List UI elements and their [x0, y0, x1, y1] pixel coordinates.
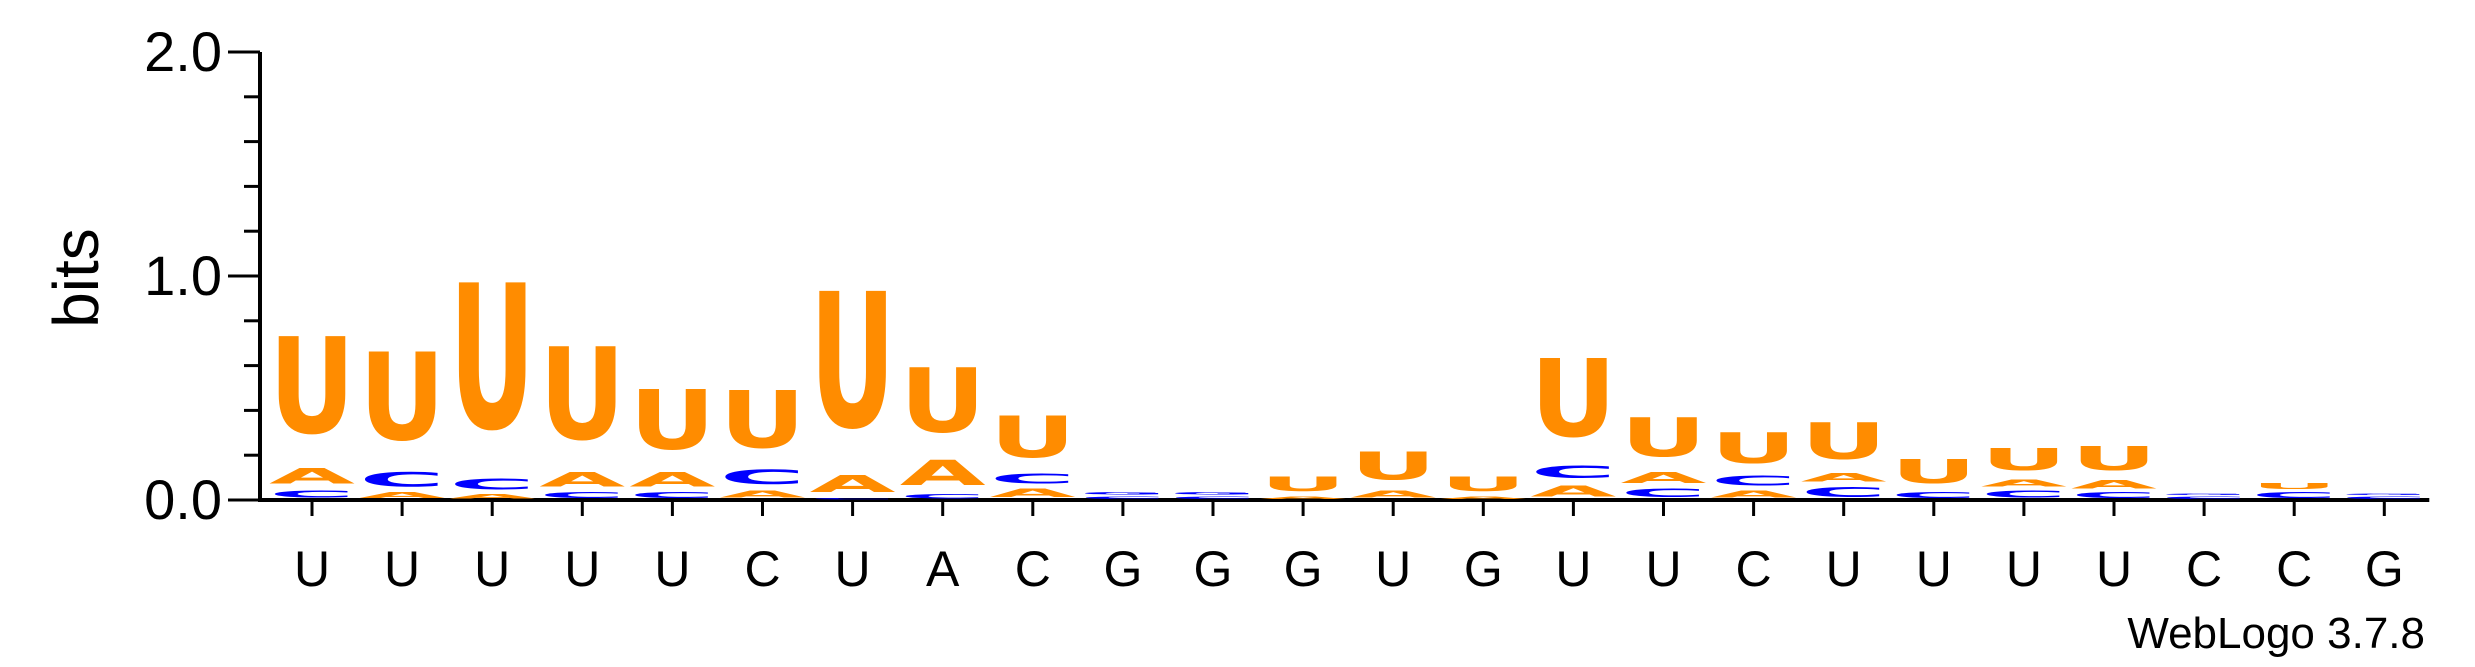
x-tick-label: G	[1103, 541, 1142, 597]
x-tick-label: G	[2365, 541, 2404, 597]
logo-glyph-C: C	[2341, 496, 2427, 500]
x-tick-label: U	[474, 541, 510, 597]
x-tick-label: U	[654, 541, 690, 597]
x-tick-label: C	[2186, 541, 2222, 597]
y-tick-label: 2.0	[144, 20, 222, 83]
x-tick-label: U	[384, 541, 420, 597]
logo-glyph-A: A	[720, 489, 806, 500]
logo-glyph-C: C	[449, 475, 535, 493]
x-tick-label: C	[1736, 541, 1772, 597]
logo-glyph-A: A	[2071, 478, 2157, 491]
logo-glyph-U: U	[990, 405, 1076, 472]
logo-glyph-C: C	[1711, 473, 1797, 489]
logo-glyph-U: U	[1981, 442, 2067, 477]
logo-glyph-A: A	[539, 469, 625, 491]
logo-glyph-A: A	[1621, 469, 1707, 487]
logo-glyph-U: U	[900, 350, 986, 452]
x-tick-label: U	[1645, 541, 1681, 597]
logo-glyph-C: C	[990, 471, 1076, 487]
x-tick-label: U	[2096, 541, 2132, 597]
logo-glyph-C: C	[269, 489, 355, 500]
logo-glyph-C: C	[1530, 462, 1616, 482]
logo-glyph-U: U	[269, 311, 355, 464]
logo-glyph-C: C	[1621, 487, 1707, 500]
logo-glyph-G: G	[2341, 493, 2427, 495]
y-tick-label: 1.0	[144, 244, 222, 307]
logo-glyph-U: U	[449, 243, 535, 475]
logo-glyph-C: C	[629, 491, 715, 500]
logo-glyph-U: U	[810, 254, 896, 470]
logo-glyph-C: C	[1170, 496, 1256, 500]
weblogo-credit: WebLogo 3.7.8	[2127, 609, 2425, 658]
logo-glyph-A: A	[1350, 489, 1436, 500]
logo-glyph-A: A	[1711, 489, 1797, 500]
logo-glyph-U: U	[1350, 444, 1436, 489]
logo-glyph-A: A	[269, 464, 355, 488]
x-tick-label: C	[2276, 541, 2312, 597]
y-tick-label: 0.0	[144, 468, 222, 531]
axes: 0.01.02.0U U U U U C U A C G G G U G U U C U U U U C C G	[144, 20, 2430, 597]
logo-glyph-U: U	[359, 328, 445, 468]
x-tick-label: G	[1194, 541, 1233, 597]
x-tick-label: U	[294, 541, 330, 597]
logo-glyph-C: C	[720, 466, 806, 488]
logo-glyph-G: G	[1170, 491, 1256, 495]
logo-glyph-A: A	[1801, 471, 1887, 484]
x-tick-label: U	[1555, 541, 1591, 597]
logo-glyph-U: U	[629, 373, 715, 468]
x-tick-label: C	[744, 541, 780, 597]
logo-glyph-C: C	[539, 491, 625, 500]
logo-glyph-U: U	[1711, 424, 1797, 473]
logo-glyph-A: A	[629, 469, 715, 491]
x-tick-label: C	[1015, 541, 1051, 597]
logo-glyph-A: A	[1440, 496, 1526, 500]
logo-glyph-C: C	[1801, 484, 1887, 500]
logo-glyph-U: U	[1621, 406, 1707, 469]
y-axis-label: bits	[40, 228, 112, 328]
logo-glyph-U: U	[2251, 482, 2337, 491]
x-tick-label: U	[1375, 541, 1411, 597]
logo-glyph-U: U	[1440, 473, 1526, 495]
logo-glyph-A: A	[810, 471, 896, 498]
logo-glyph-C: C	[1891, 491, 1977, 500]
logo-glyph-A: A	[1260, 496, 1346, 500]
logo-glyph-A: A	[1981, 478, 2067, 489]
logo-glyph-C: C	[1080, 496, 1166, 500]
logo-glyph-A: A	[449, 493, 535, 500]
logo-glyph-C: C	[2071, 491, 2157, 500]
logo-glyph-C: C	[359, 469, 445, 491]
x-tick-label: U	[2006, 541, 2042, 597]
x-tick-label: G	[1284, 541, 1323, 597]
logo-glyph-G: G	[1080, 491, 1166, 495]
x-tick-label: U	[1826, 541, 1862, 597]
x-tick-label: U	[564, 541, 600, 597]
logo-glyph-A: A	[359, 491, 445, 500]
logo-glyph-A: A	[990, 487, 1076, 500]
x-tick-label: G	[1464, 541, 1503, 597]
x-tick-label: A	[926, 541, 960, 597]
logo-glyph-U: U	[2071, 440, 2157, 478]
logo-glyph-U: U	[1891, 453, 1977, 491]
logo-glyph-U: U	[1530, 338, 1616, 463]
logo-glyph-U: U	[1260, 473, 1346, 495]
logo-glyph-A: A	[1530, 482, 1616, 500]
logo-glyph-C: C	[2251, 491, 2337, 500]
logo-glyph-A: A	[900, 454, 986, 494]
logo-glyph-U: U	[720, 374, 806, 466]
logo-glyph-C: C	[1981, 489, 2067, 500]
logo-glyph-C: C	[2161, 496, 2247, 500]
x-tick-label: U	[1916, 541, 1952, 597]
logo-glyph-U: U	[539, 322, 625, 468]
x-tick-label: U	[835, 541, 871, 597]
logo-glyph-C: C	[900, 493, 986, 500]
logo-glyph-U: U	[1801, 413, 1887, 471]
logo-glyph-C: C	[810, 498, 896, 500]
logo-glyph-G: G	[2161, 493, 2247, 495]
